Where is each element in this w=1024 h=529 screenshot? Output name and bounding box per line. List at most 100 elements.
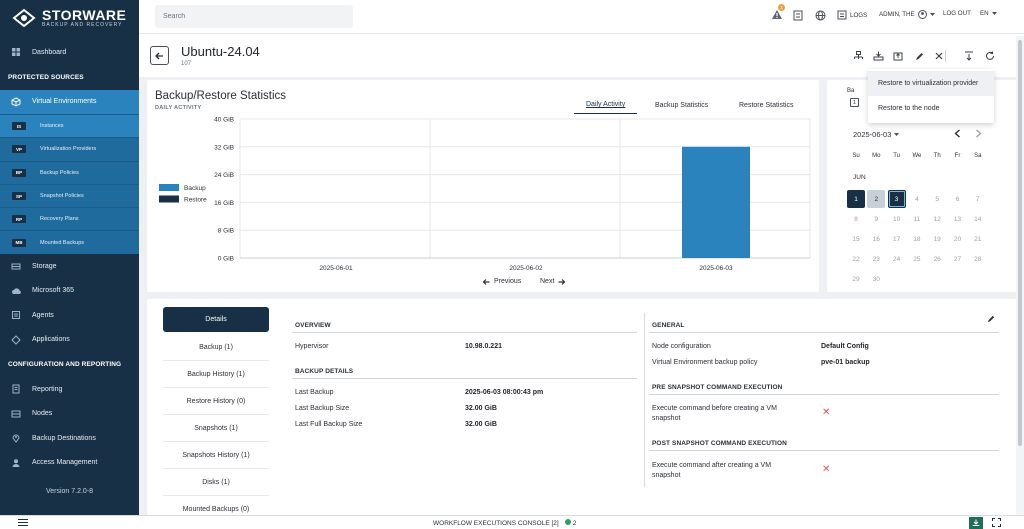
calendar-day[interactable]: 5 (935, 195, 939, 203)
tab-backup-statistics[interactable]: Backup Statistics (655, 101, 709, 109)
sidebar-item-nodes[interactable]: Nodes (0, 401, 139, 426)
page-scrollbar-thumb[interactable] (1018, 40, 1022, 446)
calendar-day[interactable]: 30 (872, 276, 880, 284)
back-button[interactable] (150, 46, 169, 65)
calendar-day[interactable]: 17 (892, 235, 901, 243)
sidebar-item-label: Agents (32, 311, 54, 319)
node-config-value: Default Config (821, 343, 869, 350)
calendar-day[interactable]: 20 (953, 235, 962, 243)
calendar-next-button[interactable] (975, 129, 982, 141)
sidebar-item-dashboard[interactable]: Dashboard (0, 40, 139, 65)
sidebar-subitem-recovery-plans[interactable]: RP Recovery Plans (0, 207, 139, 231)
refresh-button[interactable] (984, 50, 996, 62)
tab-snapshots-history-1[interactable]: Snapshots History (1) (163, 442, 269, 469)
sidebar-item-backup-destinations[interactable]: Backup Destinations (0, 426, 139, 451)
calendar-day[interactable]: 16 (872, 235, 880, 243)
tab-disks-1[interactable]: Disks (1) (163, 469, 269, 496)
menu-item-restore-to-virtualization-provider[interactable]: Restore to virtualization provider (868, 71, 994, 96)
x-tick-label: 2025-06-02 (509, 265, 543, 272)
calendar-day[interactable]: 14 (974, 215, 982, 223)
search-input[interactable] (155, 5, 353, 28)
legend-swatch-backup (159, 184, 179, 191)
user-menu[interactable]: ADMIN, THE (879, 10, 935, 19)
sidebar-item-agents[interactable]: Agents (0, 303, 139, 328)
logout-button[interactable]: LOG OUT (943, 10, 971, 17)
calendar-day[interactable]: 18 (913, 235, 921, 243)
tab-restore-history-0[interactable]: Restore History (0) (163, 388, 269, 415)
sidebar-item-label: Access Management (32, 459, 98, 467)
logo[interactable]: STORWARE BACKUP AND RECOVERY (0, 0, 139, 36)
calendar-day[interactable]: 21 (974, 235, 982, 243)
sidebar-item-storage[interactable]: Storage (0, 254, 139, 279)
calendar-day[interactable]: 28 (974, 256, 982, 264)
sidebar-subitem-mounted-backups[interactable]: MB Mounted Backups (0, 230, 139, 254)
sidebar-subitem-virtualization-providers[interactable]: VP Virtualization Providers (0, 137, 139, 161)
sidebar-subitem-instances[interactable]: IS Instances (0, 114, 139, 138)
tab-mounted-backups-0[interactable]: Mounted Backups (0) (163, 496, 269, 515)
network-icon (853, 51, 863, 59)
sidebar-item-virtual-environments[interactable]: Virtual Environments (0, 89, 139, 114)
fullscreen-button[interactable] (992, 518, 1001, 529)
tab-restore-statistics[interactable]: Restore Statistics (739, 101, 794, 109)
restore-dropdown-menu: Restore to virtualization provider Resto… (868, 69, 994, 123)
calendar-day[interactable]: 26 (933, 256, 941, 264)
backup-action-button[interactable] (852, 50, 864, 62)
sidebar-item-microsoft-365[interactable]: Microsoft 365 (0, 278, 139, 303)
export-button[interactable] (892, 50, 904, 62)
calendar-day[interactable]: 12 (933, 215, 941, 223)
logs-button[interactable]: LOGS (837, 10, 867, 20)
calendar-day[interactable]: 25 (913, 256, 921, 264)
reporting-icon (10, 383, 22, 395)
next-button[interactable]: Next (540, 278, 566, 285)
tab-details[interactable]: Details (163, 307, 269, 332)
calendar-day[interactable]: 9 (874, 215, 879, 223)
globe-button[interactable] (815, 10, 826, 21)
tab-daily-activity[interactable]: Daily Activity (574, 96, 638, 114)
calendar-day[interactable]: 1 (847, 190, 865, 208)
tab-backup-history-1[interactable]: Backup History (1) (163, 361, 269, 388)
backup-policy-label: Virtual Environment backup policy (652, 359, 758, 366)
console-panel-button[interactable] (969, 517, 983, 529)
language-select[interactable]: EN (980, 10, 997, 17)
calendar-day[interactable]: 2 (867, 190, 886, 208)
sidebar-subitem-backup-policies[interactable]: BP Backup Policies (0, 160, 139, 184)
previous-button[interactable]: Previous (483, 278, 521, 285)
calendar-day[interactable]: 19 (933, 235, 941, 243)
calendar-day[interactable]: 11 (913, 215, 921, 223)
notifications-button[interactable]: 2 (771, 4, 785, 20)
close-button[interactable] (933, 50, 945, 62)
tasks-button[interactable] (793, 10, 803, 21)
sidebar-item-access-management[interactable]: Access Management (0, 450, 139, 475)
calendar-day[interactable]: 3 (887, 190, 906, 208)
edit-button[interactable] (913, 50, 925, 62)
bar-backup-2025-06-03 (682, 146, 750, 258)
calendar-day[interactable]: 15 (852, 235, 860, 243)
calendar-prev-button[interactable] (954, 129, 961, 141)
calendar-day[interactable]: 7 (975, 195, 980, 203)
calendar-day[interactable]: 23 (872, 256, 880, 264)
legend-label-backup: Backup (184, 185, 206, 192)
calendar-day[interactable]: 24 (892, 256, 901, 264)
calendar-day[interactable]: 22 (852, 256, 860, 264)
tab-snapshots-1[interactable]: Snapshots (1) (163, 415, 269, 442)
menu-item-restore-to-node[interactable]: Restore to the node (878, 105, 940, 112)
calendar-day[interactable]: 29 (852, 276, 860, 284)
bar-chart: 0 GiB 8 GiB 16 GiB 24 GiB 32 GiB 40 GiB 2025-0… (159, 117, 811, 272)
workflow-console-button[interactable]: WORKFLOW EXECUTIONS CONSOLE [2] 2 (433, 519, 576, 527)
edit-general-button[interactable] (985, 313, 997, 325)
sidebar-subitem-snapshot-policies[interactable]: SP Snapshot Policies (0, 183, 139, 208)
calendar-month-select[interactable]: 2025-06-03 (853, 130, 900, 139)
restore-action-button[interactable] (872, 50, 884, 62)
tab-backup-1[interactable]: Backup (1) (163, 334, 269, 361)
calendar-day[interactable]: 27 (953, 256, 962, 264)
calendar-day[interactable]: 13 (953, 215, 962, 223)
calendar-day[interactable]: 8 (854, 215, 858, 223)
sidebar-item-applications[interactable]: Applications (0, 327, 139, 352)
calendar-day[interactable]: 10 (892, 215, 901, 223)
calendar-day[interactable]: 6 (955, 195, 960, 203)
calendar-day[interactable]: 4 (915, 195, 919, 203)
sidebar-item-reporting[interactable]: Reporting (0, 377, 139, 402)
calendar-range-chip[interactable]: 1 (850, 98, 859, 107)
download-button[interactable] (963, 50, 975, 62)
menu-toggle-button[interactable] (18, 519, 28, 528)
